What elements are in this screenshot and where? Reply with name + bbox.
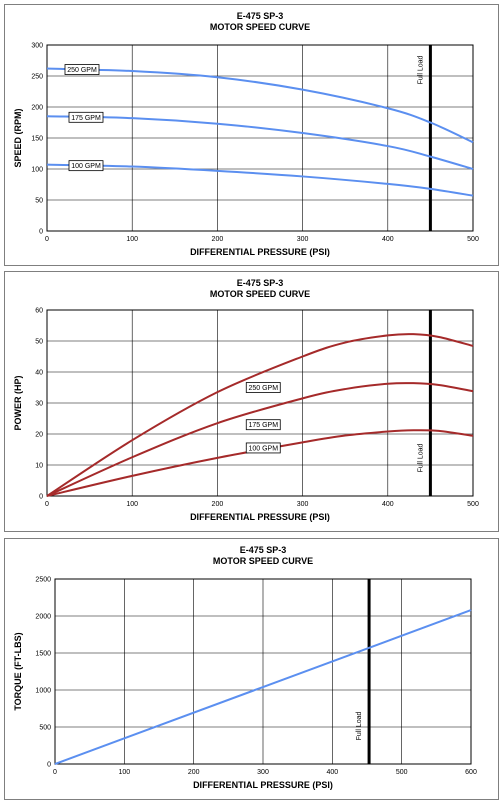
y-tick-label: 300 — [31, 43, 43, 50]
y-tick-label: 40 — [35, 370, 43, 377]
full-load-label: Full Load — [417, 443, 424, 472]
series-line — [46, 333, 474, 497]
x-tick-label: 100 — [118, 769, 130, 776]
x-axis-label: DIFFERENTIAL PRESSURE (PSI) — [193, 780, 333, 790]
y-tick-label: 0 — [47, 762, 51, 769]
series-line — [46, 115, 474, 170]
series-label-box — [245, 419, 281, 431]
y-axis-label: TORQUE (FT-LBS) — [13, 632, 23, 710]
y-tick-label: 10 — [35, 463, 43, 470]
x-tick-label: 300 — [257, 769, 269, 776]
x-tick-label: 500 — [396, 769, 408, 776]
series-label: 250 GPM — [67, 67, 97, 74]
x-tick-label: 200 — [188, 769, 200, 776]
y-tick-label: 20 — [35, 432, 43, 439]
x-tick-label: 200 — [212, 501, 224, 508]
x-tick-label: 0 — [53, 769, 57, 776]
series-line — [46, 382, 474, 497]
series-line — [46, 429, 474, 497]
y-tick-label: 30 — [35, 401, 43, 408]
series-label-box — [68, 111, 104, 123]
speed-chart-panel: E-475 SP-3 MOTOR SPEED CURVE 0 100 200 300 400… — [4, 4, 499, 266]
power-chart-panel: E-475 SP-3 MOTOR SPEED CURVE 0 100 200 300 400… — [4, 271, 499, 532]
chart-subtitle: MOTOR SPEED CURVE — [210, 289, 310, 299]
y-tick-label: 1000 — [35, 688, 51, 695]
x-axis-label: DIFFERENTIAL PRESSURE (PSI) — [190, 512, 330, 522]
y-tick-label: 100 — [31, 167, 43, 174]
series-line — [46, 67, 474, 144]
y-tick-label: 60 — [35, 308, 43, 315]
y-tick-label: 1500 — [35, 651, 51, 658]
series-line — [54, 609, 472, 765]
series-label-box — [64, 64, 100, 75]
chart-subtitle: MOTOR SPEED CURVE — [213, 556, 313, 566]
x-tick-label: 0 — [45, 501, 49, 508]
x-tick-label: 300 — [297, 236, 309, 243]
x-tick-label: 500 — [467, 501, 479, 508]
series-line — [46, 163, 474, 197]
y-axis-label: SPEED (RPM) — [13, 108, 23, 167]
x-tick-label: 400 — [326, 769, 338, 776]
series-label: 175 GPM — [71, 115, 101, 122]
x-tick-label: 600 — [465, 769, 477, 776]
torque-chart-panel: E-475 SP-3 MOTOR SPEED CURVE 0 100 200 300 400… — [4, 538, 499, 800]
x-tick-label: 400 — [382, 236, 394, 243]
y-tick-label: 50 — [35, 198, 43, 205]
y-tick-label: 0 — [39, 229, 43, 236]
x-tick-label: 100 — [126, 501, 138, 508]
y-tick-label: 150 — [31, 136, 43, 143]
x-tick-label: 300 — [297, 501, 309, 508]
y-axis-label: POWER (HP) — [13, 375, 23, 430]
series-label-box — [245, 382, 281, 393]
x-tick-label: 0 — [45, 236, 49, 243]
series-label: 100 GPM — [71, 163, 101, 170]
y-tick-label: 500 — [39, 725, 51, 732]
x-tick-label: 500 — [467, 236, 479, 243]
chart-subtitle: MOTOR SPEED CURVE — [210, 22, 310, 32]
chart-title: E-475 SP-3 — [240, 545, 287, 555]
series-label: 250 GPM — [248, 385, 278, 392]
x-axis-label: DIFFERENTIAL PRESSURE (PSI) — [190, 247, 330, 257]
x-tick-label: 100 — [126, 236, 138, 243]
x-tick-label: 400 — [382, 501, 394, 508]
chart-title: E-475 SP-3 — [237, 278, 284, 288]
y-tick-label: 0 — [39, 494, 43, 501]
x-tick-label: 200 — [212, 236, 224, 243]
y-tick-label: 200 — [31, 105, 43, 112]
series-label: 175 GPM — [248, 422, 278, 429]
y-tick-label: 250 — [31, 74, 43, 81]
y-tick-label: 2500 — [35, 577, 51, 584]
series-label-box — [245, 442, 281, 454]
y-tick-label: 2000 — [35, 614, 51, 621]
series-label-box — [68, 160, 104, 172]
chart-title: E-475 SP-3 — [237, 11, 284, 21]
full-load-label: Full Load — [356, 711, 363, 740]
full-load-label: Full Load — [417, 55, 424, 84]
series-label: 100 GPM — [248, 445, 278, 452]
y-tick-label: 50 — [35, 339, 43, 346]
